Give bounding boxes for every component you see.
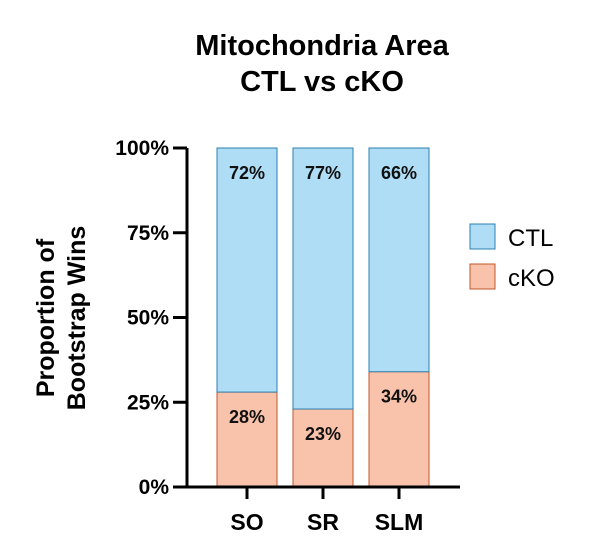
x-tick-label-slm: SLM [375,509,424,535]
y-tick-label-50: 50% [127,307,169,330]
data-label-ctl-sr: 77% [305,163,341,183]
bar-ctl-slm [368,147,430,373]
y-tick-label-75: 75% [127,222,169,245]
bar-cko-slm [368,371,430,488]
y-tick-label-0: 0% [139,476,170,499]
data-label-cko-sr: 23% [305,424,341,444]
data-label-ctl-so: 72% [229,163,265,183]
bar-cko-sr [292,408,354,488]
y-axis-label-line-1: Proportion of [32,238,60,397]
y-tick-label-100: 100% [115,137,169,160]
legend-label-ctl: CTL [508,225,553,252]
x-tick-label-sr: SR [307,509,339,535]
legend-swatch-cko [469,263,496,290]
x-tick-label-so: SO [230,509,263,535]
y-tick-label-25: 25% [127,391,169,414]
data-label-cko-so: 28% [229,407,265,427]
legend-label-cko: cKO [508,265,555,292]
data-label-cko-slm: 34% [381,387,417,407]
legend-swatch-ctl [469,223,496,250]
plot-area: 28% 72% 23% 77% 34% 66% 0% 25% 50% 75% 100% SO SR SLM [115,137,460,535]
bar-ctl-sr [292,147,354,410]
y-axis-label-line-2: Bootstrap Wins [63,226,91,411]
bar-cko-so [216,391,278,488]
bar-ctl-so [216,147,278,393]
chart-title-line-1: Mitochondria Area [195,30,449,62]
data-label-ctl-slm: 66% [381,163,417,183]
legend: CTL cKO [469,223,555,292]
chart-title-line-2: CTL vs cKO [240,66,404,98]
